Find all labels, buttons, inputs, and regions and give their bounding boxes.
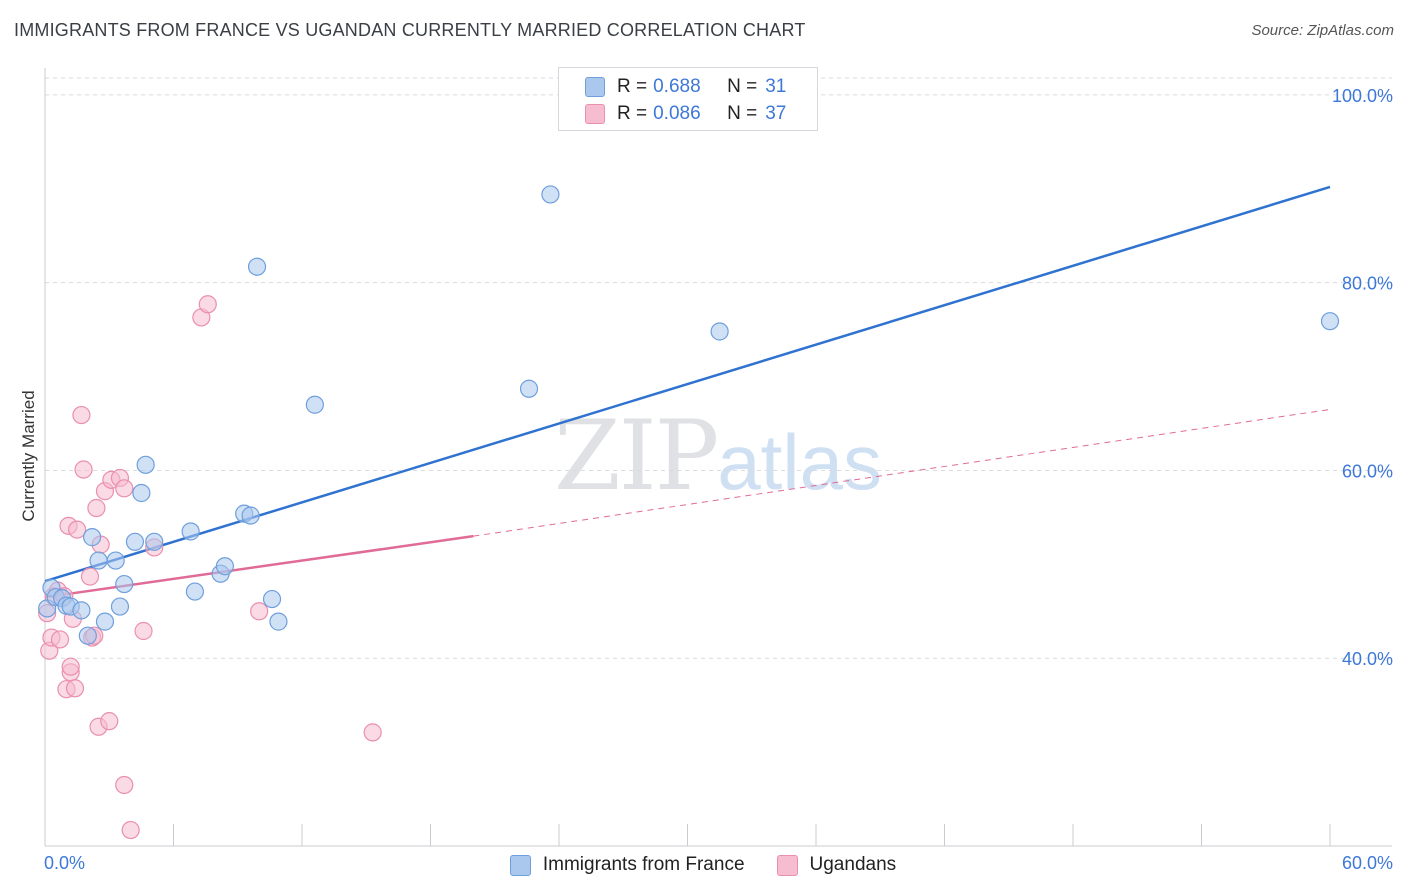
point-ugandans-32 <box>198 295 217 314</box>
legend-n-label: N = <box>727 76 758 97</box>
series-legend-item-france[interactable]: Immigrants from France <box>509 854 745 876</box>
point-ugandans-10 <box>61 657 80 676</box>
point-france-15 <box>132 483 151 503</box>
point-france-31 <box>1320 312 1340 331</box>
point-france-6 <box>72 601 91 620</box>
point-france-23 <box>241 506 260 525</box>
point-france-27 <box>305 395 324 414</box>
point-france-25 <box>262 589 282 609</box>
point-ugandans-14 <box>72 405 91 425</box>
series-legend-swatch-france <box>509 854 531 876</box>
point-france-17 <box>145 532 164 551</box>
legend-r-value-france: 0.688 <box>653 76 701 97</box>
series-legend-label-ugandans: Ugandans <box>809 854 897 875</box>
legend-r-label: R = <box>617 76 648 97</box>
point-france-29 <box>541 185 560 204</box>
point-ugandans-13 <box>68 520 87 539</box>
point-france-26 <box>269 612 288 631</box>
legend-row-france: R = 0.688 N = 31 <box>585 75 786 99</box>
legend-r-value-ugandans: 0.086 <box>653 103 701 124</box>
stats-legend: R = 0.688 N = 31 R = 0.086 N = 37 <box>558 67 818 131</box>
point-france-14 <box>125 532 145 551</box>
point-france-11 <box>106 551 125 570</box>
point-france-21 <box>215 557 234 576</box>
point-ugandans-27 <box>115 775 134 795</box>
point-ugandans-33 <box>250 602 269 621</box>
point-ugandans-26 <box>115 479 134 498</box>
trend-line-france-0 <box>44 185 1331 583</box>
point-france-7 <box>78 626 97 645</box>
legend-n-value-ugandans: 37 <box>765 103 787 124</box>
legend-n-value-france: 31 <box>765 76 787 97</box>
point-france-10 <box>95 612 115 631</box>
legend-n-label: N = <box>727 103 758 124</box>
legend-swatch-ugandans <box>585 104 605 124</box>
y-tick-label-80: 80.0% <box>1342 274 1393 294</box>
point-france-12 <box>110 597 130 616</box>
point-france-18 <box>181 522 200 541</box>
trend-line-ugandans-2 <box>473 408 1331 537</box>
series-legend-item-ugandans[interactable]: Ugandans <box>776 854 897 876</box>
point-ugandans-16 <box>80 567 100 586</box>
y-tick-label-100: 100.0% <box>1332 86 1393 106</box>
point-ugandans-15 <box>74 460 93 479</box>
point-france-9 <box>89 551 108 570</box>
y-tick-label-40: 40.0% <box>1342 649 1393 669</box>
legend-swatch-france <box>585 77 605 97</box>
point-france-13 <box>115 574 134 594</box>
source-label: Source: ZipAtlas.com <box>1251 22 1394 39</box>
point-ugandans-28 <box>121 820 140 840</box>
y-tick-label-60: 60.0% <box>1342 461 1393 481</box>
point-france-24 <box>247 257 267 276</box>
series-legend: Immigrants from France Ugandans <box>0 852 1406 878</box>
point-france-28 <box>519 379 539 398</box>
series-legend-label-france: Immigrants from France <box>542 854 745 875</box>
legend-row-ugandans: R = 0.086 N = 37 <box>585 102 786 126</box>
x-tick-label-60: 60.0% <box>1342 853 1393 873</box>
point-ugandans-12 <box>65 679 85 698</box>
point-france-30 <box>710 322 729 341</box>
legend-r-label: R = <box>617 103 648 124</box>
point-ugandans-23 <box>100 712 119 731</box>
point-ugandans-34 <box>363 723 382 742</box>
chart-title: IMMIGRANTS FROM FRANCE VS UGANDAN CURREN… <box>14 20 806 40</box>
y-axis-title: Currently Married <box>19 390 38 521</box>
point-france-8 <box>83 528 102 547</box>
point-france-16 <box>136 455 155 474</box>
point-ugandans-19 <box>87 498 106 518</box>
series-legend-swatch-ugandans <box>776 854 798 876</box>
point-ugandans-29 <box>134 621 153 641</box>
point-france-19 <box>185 582 205 601</box>
x-tick-label-0: 0.0% <box>44 853 85 873</box>
point-ugandans-5 <box>50 630 70 649</box>
